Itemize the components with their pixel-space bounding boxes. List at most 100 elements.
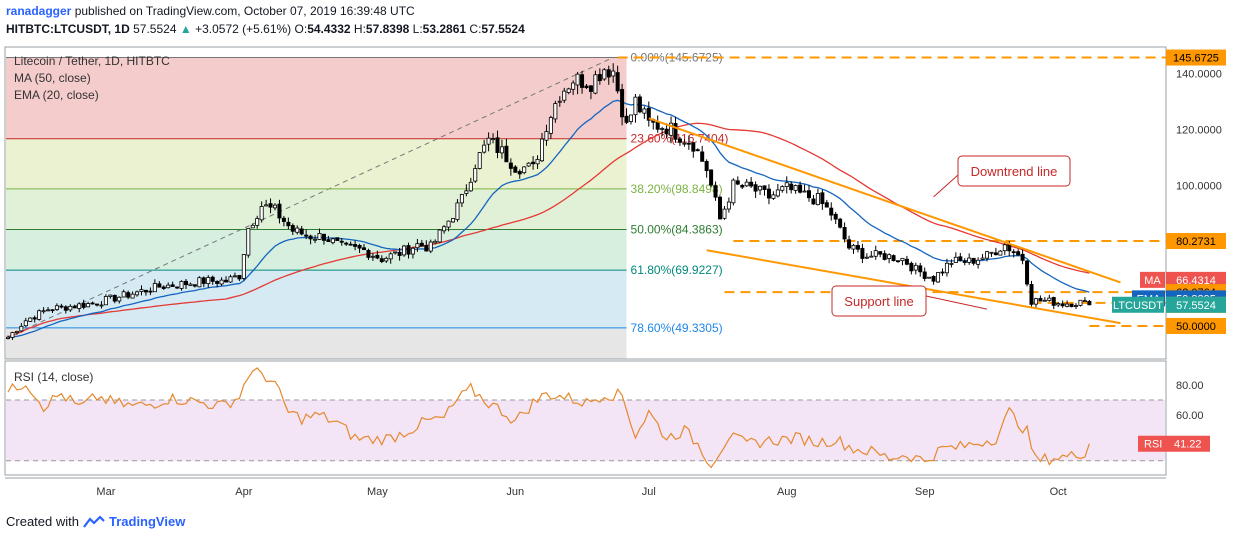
candle [575, 71, 580, 95]
candle [944, 258, 949, 277]
candle [428, 239, 433, 254]
candle-body [700, 151, 705, 162]
candle-body [802, 190, 807, 193]
ma-50-line [7, 122, 1090, 338]
tradingview-brand[interactable]: TradingView [108, 514, 186, 529]
created-with-text: Created with [6, 514, 79, 529]
candle-body [815, 193, 820, 206]
price-tick-140: 140.0000 [1176, 68, 1222, 80]
candle [660, 126, 665, 137]
fib-band-below-78 [6, 327, 627, 359]
candle-body [317, 232, 322, 240]
candle-body [14, 331, 19, 333]
price-label-10: 50.0000 [1166, 317, 1226, 334]
candle [851, 243, 856, 254]
candle [54, 303, 59, 311]
candle-body [393, 251, 398, 254]
support-annotation[interactable]: Support line [831, 285, 988, 317]
candle [615, 65, 620, 94]
candle-body [482, 144, 487, 153]
candle [637, 94, 642, 114]
candle [993, 247, 998, 256]
candle [985, 250, 990, 262]
candle-body [1002, 244, 1007, 252]
candle [117, 296, 122, 304]
candle-body [891, 255, 896, 262]
candle [459, 193, 464, 207]
x-label-mar: Mar [96, 486, 115, 498]
downtrend-pointer [933, 174, 959, 198]
candle-body [1078, 299, 1083, 306]
price-label-text: 50.0000 [1176, 321, 1216, 333]
candle [241, 254, 246, 281]
candle-body [255, 218, 260, 226]
candle [891, 254, 896, 262]
candle [571, 80, 576, 95]
candle [704, 159, 709, 178]
candle-body [206, 277, 211, 284]
candle-body [642, 108, 647, 114]
candle-body [842, 227, 847, 240]
downtrend-annotation[interactable]: Downtrend line [933, 155, 1071, 198]
candle [308, 234, 313, 245]
candle [455, 199, 460, 222]
candle-body [161, 286, 166, 289]
candle [477, 152, 482, 170]
candle [143, 289, 148, 296]
publisher-name[interactable]: ranadagger [6, 4, 72, 18]
candle-body [384, 257, 389, 262]
candle [370, 253, 375, 261]
price-label-text: LTCUSDT [1113, 300, 1163, 312]
candle [152, 279, 157, 293]
candle-body [571, 82, 576, 90]
candle [535, 155, 540, 170]
candle [526, 162, 531, 167]
candle [882, 250, 887, 261]
candle [250, 223, 255, 229]
candle [878, 251, 883, 258]
rsi-value: 41.22 [1174, 439, 1202, 451]
published-text: published on TradingView.com, October 07… [74, 4, 415, 18]
candle [1056, 301, 1061, 308]
candle [166, 282, 171, 289]
candle [313, 235, 318, 244]
candle-body [575, 73, 580, 86]
candle-body [348, 243, 353, 246]
rsi-line [7, 367, 1090, 469]
candle [268, 198, 273, 214]
candle [157, 281, 162, 288]
candle [468, 177, 473, 192]
candle [913, 262, 918, 275]
candle [611, 63, 616, 83]
price-chart[interactable]: 0.00%(145.6725) 23.60%(116.7404) 38.20%(… [0, 0, 1234, 510]
candle [513, 165, 518, 173]
ema-20-line [7, 99, 1090, 338]
candle-body [820, 192, 825, 205]
ohlc-open: 54.4332 [307, 22, 351, 36]
candle [1020, 249, 1025, 265]
candle-body [940, 271, 945, 274]
candle-body [197, 277, 202, 288]
candle-body [655, 121, 660, 130]
candle-body [1087, 300, 1092, 306]
candle [522, 166, 527, 175]
candle [179, 280, 184, 291]
candle-body [562, 90, 567, 101]
candle-body [784, 182, 789, 187]
last-price: 57.5524 [133, 22, 177, 36]
candle [1065, 300, 1070, 308]
candle-body [985, 251, 990, 259]
candle-body [450, 218, 455, 223]
candle-body [851, 244, 856, 250]
candle-body [584, 85, 589, 89]
candle-body [882, 253, 887, 260]
candle-body [37, 310, 42, 320]
candle-body [1016, 251, 1021, 256]
price-label-text: 145.6725 [1173, 53, 1219, 65]
ohlc-close-label: C: [469, 22, 482, 36]
candle [864, 253, 869, 260]
candle-body [900, 257, 905, 262]
price-label-box [1112, 296, 1164, 313]
candle-body [726, 201, 731, 210]
candle [139, 285, 144, 296]
